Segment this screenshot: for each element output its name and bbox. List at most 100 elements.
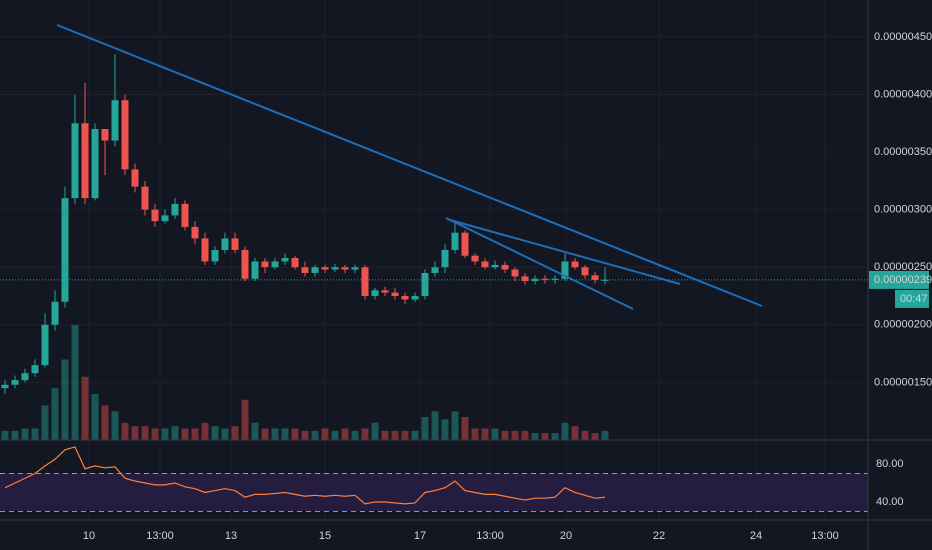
volume-bar xyxy=(581,430,589,440)
x-tick-label: 13:00 xyxy=(811,530,839,542)
candle-body xyxy=(431,267,439,273)
rsi-tick-label: 80.00 xyxy=(876,458,904,470)
plot xyxy=(0,54,868,512)
volume-bar xyxy=(431,411,439,440)
x-tick-label: 17 xyxy=(414,530,426,542)
volume-bar xyxy=(221,428,229,440)
volume-bar xyxy=(251,422,259,440)
y-tick-label: 0.00000250 xyxy=(874,261,932,273)
candle-body xyxy=(191,226,199,239)
y-tick-label: 0.00000400 xyxy=(874,88,932,100)
x-tick-label: 24 xyxy=(750,530,762,542)
candle-body xyxy=(171,203,179,216)
volume-bar xyxy=(181,428,189,440)
volume-bar xyxy=(591,433,599,440)
countdown-box xyxy=(895,289,929,308)
candle-body xyxy=(1,384,9,389)
candle-body xyxy=(421,272,429,297)
volume-bar xyxy=(141,426,149,440)
volume-bar xyxy=(321,428,329,440)
volume-bar xyxy=(311,430,319,440)
candle-body xyxy=(521,276,529,282)
last-price-box xyxy=(869,270,929,289)
x-tick-label: 22 xyxy=(653,530,665,542)
candle-body xyxy=(61,198,69,302)
candle-body xyxy=(401,296,409,300)
volume-bar xyxy=(241,399,249,440)
x-tick-label: 13 xyxy=(225,530,237,542)
volume-bar xyxy=(91,394,99,440)
volume-bar xyxy=(111,411,119,440)
candle-body xyxy=(451,232,459,250)
candle-body xyxy=(461,232,469,256)
x-tick-label: 13:00 xyxy=(146,530,174,542)
volume-bar xyxy=(401,430,409,440)
volume-bar xyxy=(21,428,29,440)
axes: 0.00000450 0.00000400 0.00000350 0.00000300… xyxy=(83,31,932,542)
candle-body xyxy=(361,267,369,297)
rsi-band xyxy=(0,473,868,511)
volume-bar xyxy=(281,428,289,440)
volume-bar xyxy=(331,430,339,440)
last-price-label: 0.00000239 xyxy=(874,274,932,286)
volume-bar xyxy=(171,426,179,440)
candle-body xyxy=(31,365,39,374)
candle-body xyxy=(231,238,239,250)
x-tick-label: 13:00 xyxy=(476,530,504,542)
candle-body xyxy=(11,380,19,385)
candle-body xyxy=(511,269,519,277)
candle-body xyxy=(261,261,269,268)
candle-body xyxy=(331,267,339,270)
volume-bar xyxy=(291,428,299,440)
volume-bar xyxy=(531,433,539,440)
volume-bar xyxy=(361,428,369,440)
volume-bar xyxy=(551,433,559,440)
volume-bar xyxy=(151,428,159,440)
candle-body xyxy=(241,249,249,279)
trend-line xyxy=(449,219,681,285)
candle-body xyxy=(351,267,359,270)
candle-body xyxy=(251,261,259,279)
volume-bar xyxy=(271,428,279,440)
volume-bar xyxy=(101,405,109,440)
volume-bar xyxy=(161,428,169,440)
candle-body xyxy=(381,290,389,293)
candle-body xyxy=(271,261,279,268)
volume-bar xyxy=(441,419,449,440)
y-tick-label: 0.00000300 xyxy=(874,204,932,216)
volume-bar xyxy=(231,426,239,440)
volume-bar xyxy=(451,411,459,440)
volume-bar xyxy=(121,422,129,440)
volume-bar xyxy=(191,428,199,440)
volume-bar xyxy=(561,422,569,440)
volume-bar xyxy=(341,428,349,440)
volume-bar xyxy=(61,359,69,440)
candle-body xyxy=(111,100,119,141)
x-tick-label: 15 xyxy=(319,530,331,542)
candle-body xyxy=(41,324,49,366)
candle-body xyxy=(51,301,59,325)
volume-bar xyxy=(381,430,389,440)
candle-body xyxy=(551,278,559,280)
volume-bar xyxy=(301,430,309,440)
candle-body xyxy=(441,249,449,268)
y-tick-label: 0.00000450 xyxy=(874,31,932,43)
candle-body xyxy=(71,123,79,199)
volume-bar xyxy=(211,426,219,440)
volume-bar xyxy=(261,428,269,440)
candle-body xyxy=(221,238,229,250)
candle-body xyxy=(201,238,209,262)
candle-body xyxy=(601,279,609,281)
trend-line xyxy=(56,24,763,307)
volume-bar xyxy=(1,430,9,440)
volume-bar xyxy=(461,417,469,440)
x-tick-label: 20 xyxy=(560,530,572,542)
y-tick-label: 0.00000350 xyxy=(874,146,932,158)
candle-body xyxy=(481,261,489,268)
candle-body xyxy=(561,261,569,279)
volume-bar xyxy=(371,422,379,440)
volume-bar xyxy=(81,376,89,440)
candle-body xyxy=(281,258,289,262)
volume-bar xyxy=(51,388,59,440)
